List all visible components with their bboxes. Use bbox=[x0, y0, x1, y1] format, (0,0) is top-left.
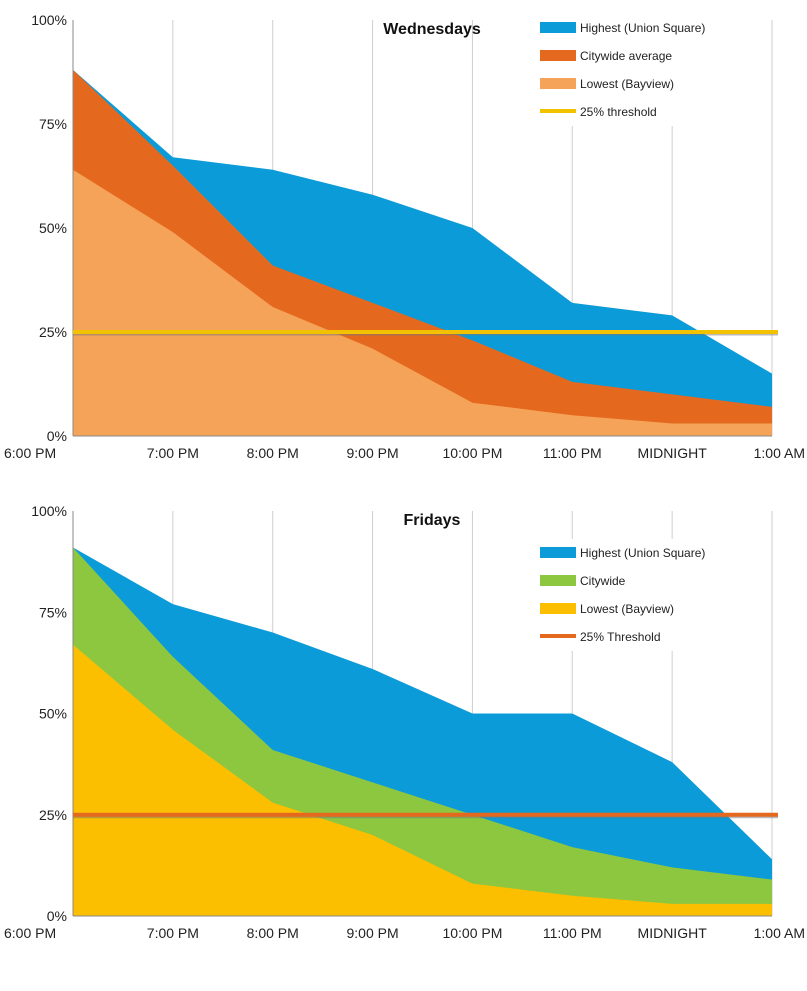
legend-label: Citywide bbox=[580, 574, 626, 588]
x-tick-label: MIDNIGHT bbox=[638, 445, 708, 461]
y-tick-label: 100% bbox=[31, 503, 67, 519]
x-tick-label: 11:00 PM bbox=[543, 925, 602, 941]
x-tick-label: 10:00 PM bbox=[442, 445, 502, 461]
x-tick-label: 1:00 AM bbox=[754, 925, 805, 941]
y-tick-label: 25% bbox=[39, 324, 67, 340]
legend-swatch bbox=[540, 109, 576, 113]
x-tick-label: 6:00 PM bbox=[4, 925, 56, 941]
x-tick-label: 7:00 PM bbox=[147, 445, 199, 461]
legend-swatch bbox=[540, 603, 576, 614]
legend-swatch bbox=[540, 575, 576, 586]
x-tick-label: 9:00 PM bbox=[347, 445, 399, 461]
legend-label: Lowest (Bayview) bbox=[580, 77, 674, 91]
legend: Highest (Union Square) Citywide Lowest (Ba… bbox=[530, 539, 762, 651]
x-tick-label: 9:00 PM bbox=[347, 925, 399, 941]
x-tick-label: 1:00 AM bbox=[754, 445, 805, 461]
chart-1: 0% 25% 50% 75% 100% 6:00 PM 7:00 PM 8:00 PM 9:00… bbox=[4, 12, 805, 461]
y-tick-label: 75% bbox=[39, 604, 67, 620]
legend-swatch bbox=[540, 22, 576, 33]
y-tick-label: 0% bbox=[47, 428, 67, 444]
legend-label: 25% threshold bbox=[580, 105, 657, 119]
legend-label: Highest (Union Square) bbox=[580, 546, 705, 560]
legend: Highest (Union Square) Citywide average Lo… bbox=[530, 14, 762, 126]
x-tick-label: 7:00 PM bbox=[147, 925, 199, 941]
chart-title: Wednesdays bbox=[383, 21, 481, 38]
x-tick-label: 8:00 PM bbox=[247, 445, 299, 461]
legend-label: Lowest (Bayview) bbox=[580, 602, 674, 616]
x-tick-label: MIDNIGHT bbox=[638, 925, 708, 941]
y-tick-label: 0% bbox=[47, 908, 67, 924]
legend-label: Highest (Union Square) bbox=[580, 21, 705, 35]
legend-swatch bbox=[540, 634, 576, 638]
legend-swatch bbox=[540, 78, 576, 89]
x-tick-label: 8:00 PM bbox=[247, 925, 299, 941]
chart-title: Fridays bbox=[404, 512, 461, 529]
legend-label: Citywide average bbox=[580, 49, 672, 63]
area-series-3 bbox=[73, 169, 772, 436]
y-tick-label: 50% bbox=[39, 706, 67, 722]
legend-label: 25% Threshold bbox=[580, 630, 661, 644]
legend-swatch bbox=[540, 547, 576, 558]
y-tick-label: 25% bbox=[39, 807, 67, 823]
x-tick-label: 6:00 PM bbox=[4, 445, 56, 461]
y-tick-label: 50% bbox=[39, 220, 67, 236]
x-tick-label: 11:00 PM bbox=[543, 445, 602, 461]
chart-2: 0% 25% 50% 75% 100% 6:00 PM 7:00 PM 8:00 PM 9:00… bbox=[4, 503, 805, 941]
y-tick-label: 100% bbox=[31, 12, 67, 28]
x-tick-label: 10:00 PM bbox=[442, 925, 502, 941]
legend-swatch bbox=[540, 50, 576, 61]
area-series-3 bbox=[73, 644, 772, 916]
y-tick-label: 75% bbox=[39, 116, 67, 132]
